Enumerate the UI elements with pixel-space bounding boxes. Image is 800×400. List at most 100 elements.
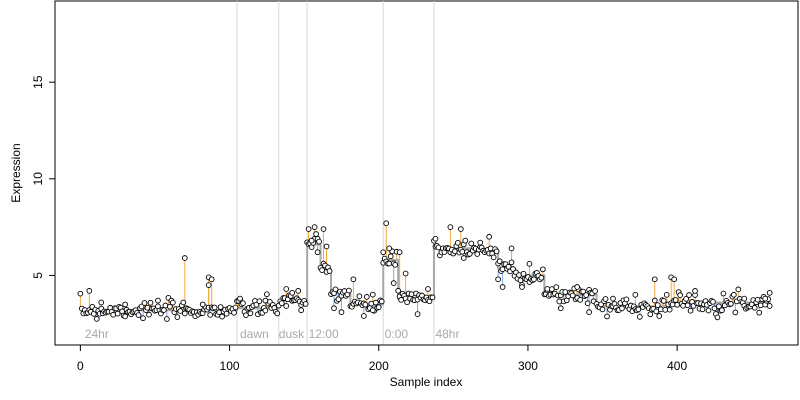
data-point bbox=[146, 311, 152, 318]
y-tick-label: 15 bbox=[31, 75, 45, 89]
data-point bbox=[77, 290, 84, 297]
data-point bbox=[454, 239, 461, 246]
data-point bbox=[487, 245, 494, 252]
data-point bbox=[741, 295, 748, 302]
data-point bbox=[711, 305, 718, 312]
data-point bbox=[199, 301, 206, 308]
data-point bbox=[181, 255, 188, 261]
data-point bbox=[654, 302, 661, 308]
data-point bbox=[205, 282, 212, 288]
data-point bbox=[671, 276, 678, 283]
data-point bbox=[207, 312, 214, 318]
data-point bbox=[499, 284, 506, 290]
data-point bbox=[592, 288, 598, 294]
data-point bbox=[490, 254, 497, 261]
data-point bbox=[338, 309, 345, 315]
data-point bbox=[653, 308, 660, 315]
group-label: dusk bbox=[279, 327, 305, 341]
data-point bbox=[635, 306, 642, 313]
data-point bbox=[211, 304, 218, 311]
data-point bbox=[283, 286, 290, 292]
data-point bbox=[623, 296, 630, 303]
data-point bbox=[335, 296, 342, 303]
data-point bbox=[396, 249, 403, 256]
data-point bbox=[122, 301, 128, 308]
data-point bbox=[380, 249, 387, 256]
data-point bbox=[677, 292, 683, 299]
data-point bbox=[240, 300, 246, 306]
data-point bbox=[326, 268, 333, 274]
data-point bbox=[314, 249, 321, 256]
data-point bbox=[447, 224, 454, 230]
data-point bbox=[350, 276, 357, 283]
data-point bbox=[323, 243, 330, 250]
data-point bbox=[177, 308, 184, 314]
data-point bbox=[395, 287, 402, 294]
data-point bbox=[432, 235, 439, 242]
group-label: 0:00 bbox=[385, 327, 409, 341]
data-point bbox=[692, 288, 698, 294]
data-point bbox=[468, 240, 475, 247]
data-point bbox=[604, 313, 610, 320]
data-point bbox=[684, 302, 691, 309]
data-point bbox=[599, 306, 606, 313]
y-tick-label: 10 bbox=[31, 172, 45, 186]
data-point bbox=[714, 314, 721, 321]
data-points bbox=[77, 220, 773, 322]
data-point bbox=[462, 237, 469, 244]
data-point bbox=[728, 300, 734, 307]
data-point bbox=[93, 316, 100, 322]
data-point bbox=[144, 304, 151, 311]
data-point bbox=[732, 309, 739, 316]
data-point bbox=[356, 293, 363, 300]
data-point bbox=[486, 233, 493, 240]
data-point bbox=[619, 305, 625, 312]
data-point bbox=[751, 304, 758, 311]
data-point bbox=[278, 300, 285, 306]
data-point bbox=[577, 297, 584, 303]
data-point bbox=[495, 276, 501, 283]
data-point bbox=[651, 276, 658, 283]
data-point bbox=[219, 313, 225, 320]
group-labels: 24hr dawn dusk 12:00 0:00 48hr bbox=[85, 327, 460, 341]
data-point bbox=[362, 301, 369, 308]
data-point bbox=[369, 291, 376, 298]
data-point bbox=[262, 307, 269, 314]
data-point bbox=[519, 284, 525, 290]
data-point bbox=[493, 248, 500, 255]
data-point bbox=[656, 313, 663, 319]
data-point bbox=[508, 245, 515, 252]
data-point bbox=[766, 303, 773, 309]
data-point bbox=[369, 307, 376, 314]
data-point bbox=[147, 299, 154, 306]
data-point bbox=[390, 280, 397, 287]
x-tick-label: 300 bbox=[518, 359, 538, 373]
data-point bbox=[660, 297, 667, 304]
data-point bbox=[674, 301, 681, 308]
data-point bbox=[302, 301, 309, 307]
data-point bbox=[735, 286, 742, 293]
data-point bbox=[435, 244, 442, 251]
data-point bbox=[574, 284, 581, 290]
data-point bbox=[140, 315, 146, 322]
data-point bbox=[98, 299, 105, 306]
data-point bbox=[651, 297, 658, 304]
data-point bbox=[762, 295, 769, 302]
data-point bbox=[610, 295, 616, 302]
data-point bbox=[308, 237, 315, 244]
data-point bbox=[386, 245, 393, 252]
data-point bbox=[167, 303, 173, 310]
data-point bbox=[710, 298, 716, 305]
data-point bbox=[672, 297, 679, 303]
group-label: 24hr bbox=[85, 327, 109, 341]
data-point bbox=[313, 231, 319, 237]
data-point bbox=[174, 314, 181, 320]
data-point bbox=[583, 292, 589, 298]
group-label: 48hr bbox=[435, 327, 459, 341]
data-point bbox=[283, 303, 290, 309]
data-point bbox=[164, 316, 170, 322]
data-point bbox=[584, 300, 591, 307]
data-point bbox=[375, 304, 382, 311]
data-point bbox=[247, 310, 254, 317]
group-label: dawn bbox=[240, 327, 269, 341]
